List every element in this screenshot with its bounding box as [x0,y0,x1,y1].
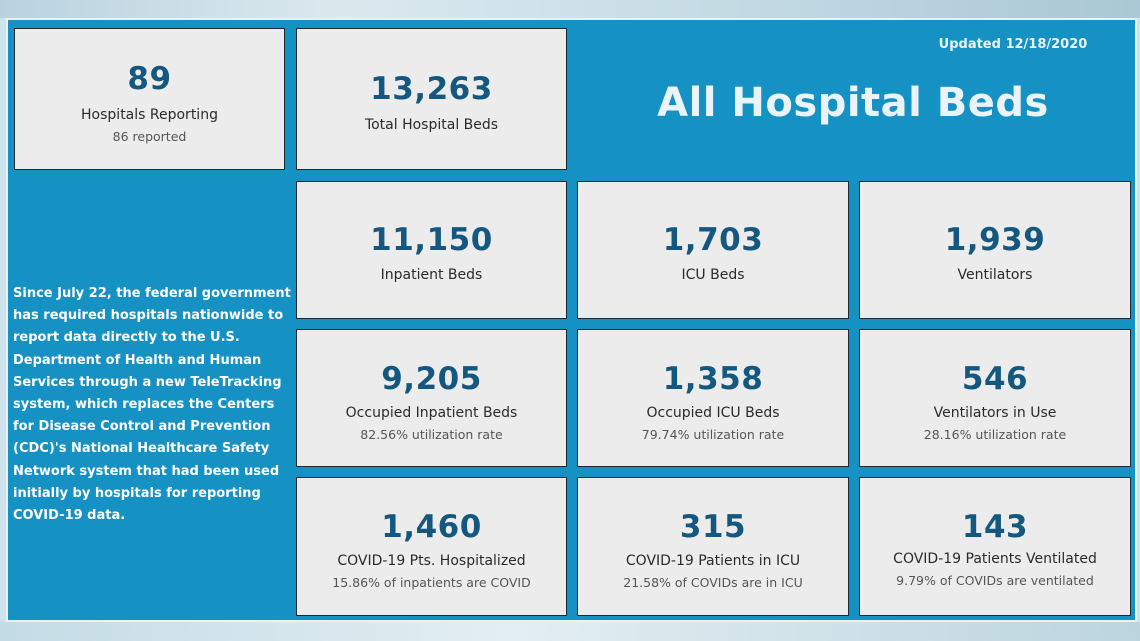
hospitals-reporting-sub: 86 reported [112,129,187,144]
card-ventilators-in-use: 546 Ventilators in Use 28.16% utilizatio… [859,329,1131,467]
total-beds-label: Total Hospital Beds [364,117,499,133]
inpatient-beds-value: 11,150 [370,222,493,258]
covid-icu-sub: 21.58% of COVIDs are in ICU [623,575,803,590]
occupied-icu-value: 1,358 [662,361,764,397]
covid-hospitalized-label: COVID-19 Pts. Hospitalized [337,553,526,569]
ventilators-value: 1,939 [944,222,1046,258]
covid-ventilated-value: 143 [961,509,1029,545]
ventilators-in-use-value: 546 [961,361,1029,397]
covid-ventilated-label: COVID-19 Patients Ventilated [893,551,1097,567]
covid-icu-value: 315 [679,509,747,545]
card-hospitals-reporting: 89 Hospitals Reporting 86 reported [14,28,285,170]
ventilators-label: Ventilators [957,267,1033,283]
ventilators-in-use-sub: 28.16% utilization rate [923,427,1067,442]
inpatient-beds-label: Inpatient Beds [380,267,483,283]
bottom-frame-strip [0,622,1140,641]
card-icu-beds: 1,703 ICU Beds [577,181,849,319]
page-title: All Hospital Beds [657,80,1049,126]
icu-beds-value: 1,703 [662,222,764,258]
top-frame-strip [0,0,1140,18]
card-occupied-icu-beds: 1,358 Occupied ICU Beds 79.74% utilizati… [577,329,849,467]
dashboard-board: Updated 12/18/2020 All Hospital Beds 89 … [6,18,1137,622]
covid-hospitalized-sub: 15.86% of inpatients are COVID [332,575,531,590]
total-beds-value: 13,263 [370,71,493,107]
occupied-inpatient-sub: 82.56% utilization rate [360,427,503,442]
card-covid-ventilated: 143 COVID-19 Patients Ventilated 9.79% o… [859,477,1131,616]
occupied-inpatient-label: Occupied Inpatient Beds [345,405,518,421]
card-covid-icu: 315 COVID-19 Patients in ICU 21.58% of C… [577,477,849,616]
covid-icu-label: COVID-19 Patients in ICU [625,553,801,569]
covid-hospitalized-value: 1,460 [381,509,482,545]
card-ventilators: 1,939 Ventilators [859,181,1131,319]
occupied-icu-label: Occupied ICU Beds [646,405,780,421]
covid-ventilated-sub: 9.79% of COVIDs are ventilated [896,573,1094,588]
card-occupied-inpatient-beds: 9,205 Occupied Inpatient Beds 82.56% uti… [296,329,567,467]
card-total-hospital-beds: 13,263 Total Hospital Beds [296,28,567,170]
card-inpatient-beds: 11,150 Inpatient Beds [296,181,567,319]
card-covid-hospitalized: 1,460 COVID-19 Pts. Hospitalized 15.86% … [296,477,567,616]
updated-date: Updated 12/18/2020 [938,37,1088,52]
description-text: Since July 22, the federal government ha… [13,286,291,524]
icu-beds-label: ICU Beds [681,267,745,283]
hospitals-reporting-value: 89 [127,61,172,97]
occupied-inpatient-value: 9,205 [381,361,482,397]
occupied-icu-sub: 79.74% utilization rate [641,427,785,442]
hospitals-reporting-label: Hospitals Reporting [81,107,218,123]
ventilators-in-use-label: Ventilators in Use [933,405,1057,421]
